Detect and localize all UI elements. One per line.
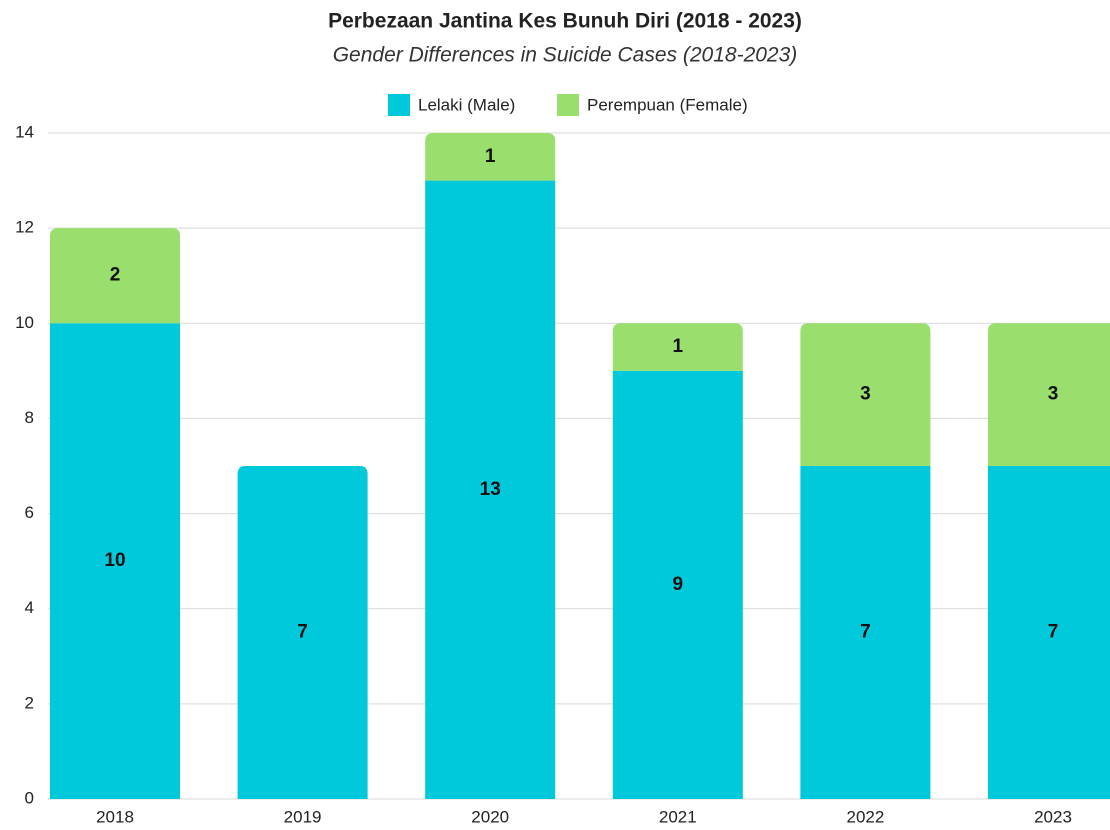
bar-segment [237, 466, 368, 799]
y-tick-label: 10 [15, 313, 34, 332]
data-label: 2 [110, 265, 121, 286]
data-label: 3 [860, 384, 871, 405]
bar-segment [988, 466, 1110, 799]
bar-segment [988, 323, 1110, 466]
legend-swatch [388, 94, 410, 116]
data-label: 1 [485, 146, 496, 167]
y-tick-label: 8 [25, 408, 34, 427]
bar-segment [612, 370, 743, 799]
bar-segment [50, 323, 180, 799]
legend-label: Lelaki (Male) [418, 95, 515, 114]
y-tick-label: 4 [25, 598, 34, 617]
x-tick-label: 2022 [846, 807, 884, 826]
y-tick-label: 0 [25, 788, 34, 807]
bar-segment [800, 466, 931, 799]
data-label: 13 [480, 479, 501, 500]
bar-segment [800, 323, 931, 466]
legend-swatch [557, 94, 579, 116]
y-tick-label: 12 [15, 218, 34, 237]
x-tick-label: 2020 [471, 807, 509, 826]
data-label: 7 [860, 622, 871, 643]
x-tick-label: 2018 [96, 807, 134, 826]
legend-label: Perempuan (Female) [587, 95, 748, 114]
x-tick-label: 2021 [659, 807, 697, 826]
bar-segment [425, 133, 556, 181]
data-label: 10 [104, 550, 125, 571]
y-tick-label: 2 [25, 693, 34, 712]
data-label: 9 [673, 574, 684, 595]
chart-title: Perbezaan Jantina Kes Bunuh Diri (2018 -… [328, 10, 802, 33]
data-label: 7 [1048, 622, 1059, 643]
data-label: 3 [1048, 384, 1059, 405]
data-label: 1 [673, 336, 684, 357]
x-tick-label: 2019 [284, 807, 322, 826]
y-tick-label: 6 [25, 503, 34, 522]
data-label: 7 [297, 622, 308, 643]
bar-segment [50, 228, 180, 324]
bar-segment [425, 180, 556, 800]
y-tick-label: 14 [15, 122, 34, 141]
bar-segment [612, 323, 743, 371]
chart-subtitle: Gender Differences in Suicide Cases (201… [333, 44, 798, 67]
x-tick-label: 2023 [1034, 807, 1072, 826]
